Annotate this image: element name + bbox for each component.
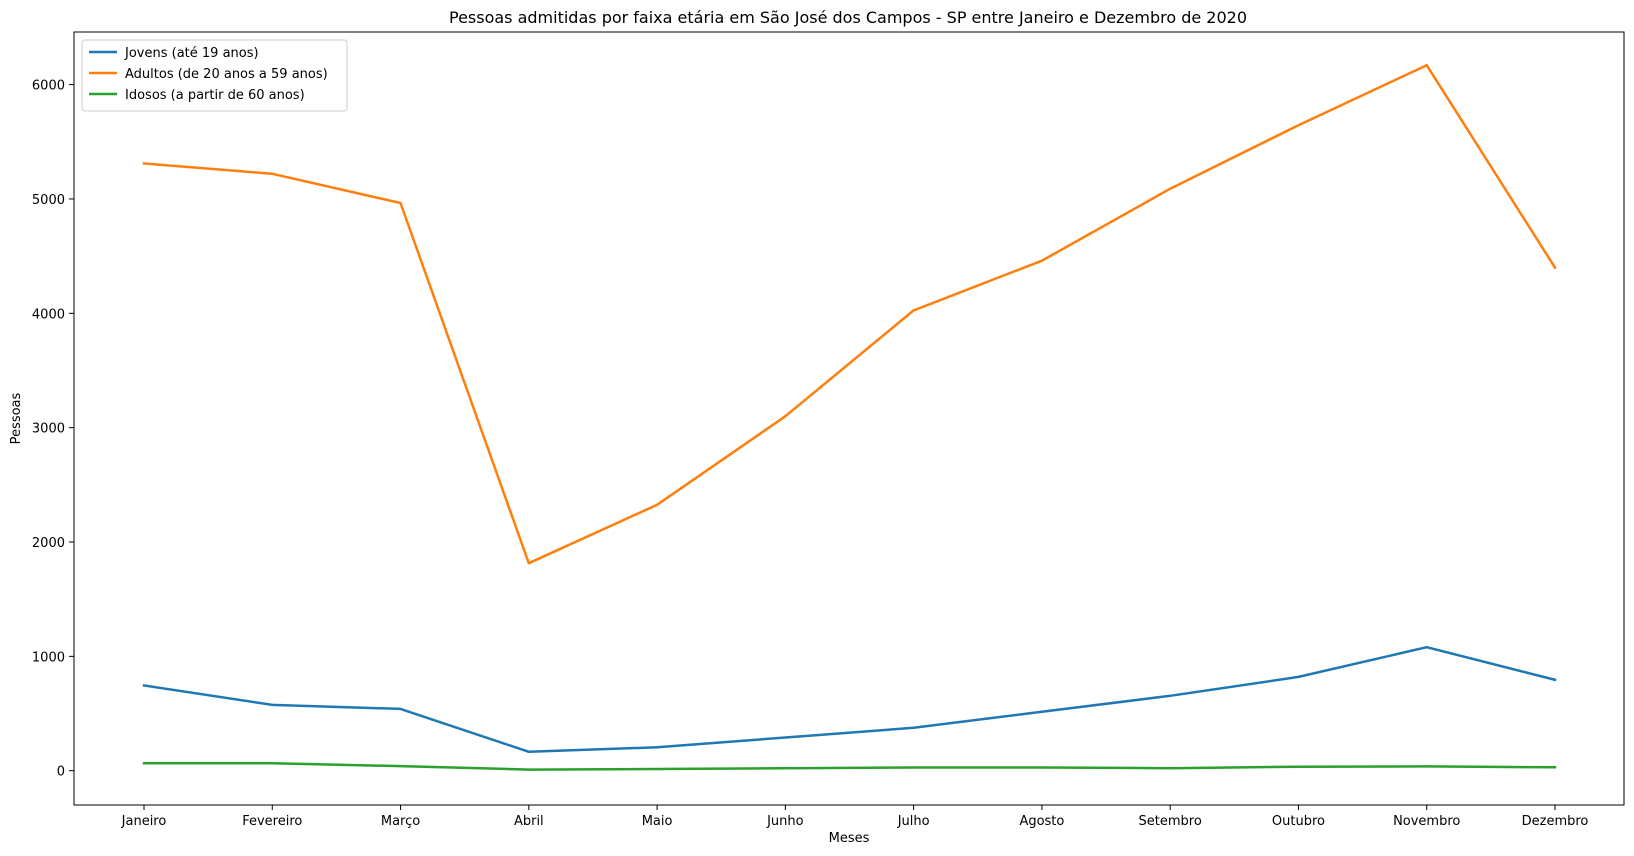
x-tick-label: Março bbox=[381, 814, 420, 829]
x-tick-label: Janeiro bbox=[121, 814, 167, 829]
x-tick-label: Fevereiro bbox=[242, 814, 302, 829]
plot-area bbox=[142, 63, 1557, 771]
legend-label: Adultos (de 20 anos a 59 anos) bbox=[125, 67, 328, 82]
legend: Jovens (até 19 anos) Adultos (de 20 anos … bbox=[81, 39, 348, 112]
x-tick-label: Abril bbox=[514, 814, 544, 829]
x-axis-ticks: Janeiro Fevereiro Março Abril Maio Junho Julho… bbox=[121, 805, 1589, 829]
y-tick-label: 5000 bbox=[32, 193, 65, 208]
x-tick-label: Julho bbox=[897, 814, 930, 829]
x-tick-label: Agosto bbox=[1019, 814, 1064, 829]
x-tick-label: Junho bbox=[766, 814, 804, 829]
legend-label: Idosos (a partir de 60 anos) bbox=[125, 88, 305, 103]
x-tick-label: Novembro bbox=[1393, 814, 1460, 829]
y-tick-label: 6000 bbox=[32, 79, 65, 94]
legend-box bbox=[81, 39, 348, 112]
x-tick-label: Setembro bbox=[1139, 814, 1202, 829]
x-tick-label: Maio bbox=[642, 814, 673, 829]
y-tick-label: 0 bbox=[57, 765, 65, 780]
y-axis-ticks: 0 1000 2000 3000 4000 5000 6000 bbox=[32, 79, 74, 780]
y-tick-label: 3000 bbox=[32, 422, 65, 437]
x-axis-label: Meses bbox=[829, 831, 870, 846]
series-line-1 bbox=[142, 645, 1557, 754]
y-tick-label: 4000 bbox=[32, 307, 65, 322]
y-tick-label: 2000 bbox=[32, 536, 65, 551]
y-tick-label: 1000 bbox=[32, 650, 65, 665]
x-tick-label: Dezembro bbox=[1522, 814, 1589, 829]
series-line-3 bbox=[142, 762, 1557, 771]
chart-title: Pessoas admitidas por faixa etária em Sã… bbox=[449, 8, 1247, 27]
series-line-2 bbox=[142, 63, 1557, 565]
legend-label: Jovens (até 19 anos) bbox=[124, 46, 259, 61]
x-tick-label: Outubro bbox=[1272, 814, 1325, 829]
y-axis-label: Pessoas bbox=[9, 392, 24, 444]
axes-frame bbox=[73, 31, 1625, 806]
